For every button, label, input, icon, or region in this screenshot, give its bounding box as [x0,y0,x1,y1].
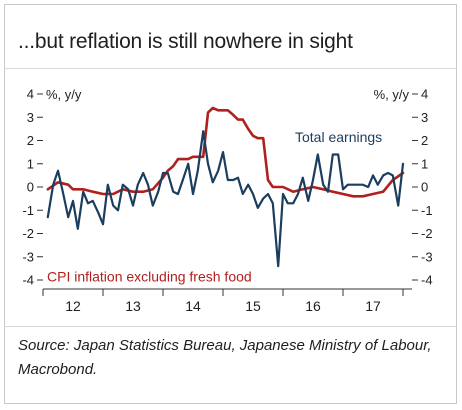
x-tick-label: 12 [65,298,81,314]
y-tick-label-right: 1 [421,156,428,171]
y-tick-label-right: -1 [421,203,433,218]
y-tick-label-left: -2 [22,226,34,241]
total-earnings-line [46,130,405,268]
x-tick-label: 13 [125,298,141,314]
y-tick-label-right: -4 [421,273,433,288]
y-tick-label-left: 0 [27,180,34,195]
source-divider [4,326,457,327]
labels-layer: Total earnings CPI inflation excluding fr… [47,129,382,284]
y-tick-label-left: 4 [27,87,34,102]
chart-axes: 4 4 3 3 2 2 1 1 0 0 -1 -1 -2 -2 -3 -3 -4 -4 %, y/y %, y/y 12… [22,87,432,315]
y-tick-label-right: 4 [421,87,428,102]
series-layer [46,106,405,268]
y-tick-label-right: 2 [421,133,428,148]
y-unit-label-left: %, y/y [46,87,82,102]
y-tick-label-left: 3 [27,110,34,125]
y-tick-label-right: -2 [421,226,433,241]
chart-area: 4 4 3 3 2 2 1 1 0 0 -1 -1 -2 -2 -3 -3 -4 -4 %, y/y %, y/y 12… [4,70,457,324]
chart-card [4,4,457,404]
y-tick-label-left: -4 [22,273,34,288]
y-tick-label-right: 3 [421,110,428,125]
title-divider [4,68,457,69]
y-tick-label-right: 0 [421,180,428,195]
y-tick-label-right: -3 [421,249,433,264]
total-earnings-label: Total earnings [295,129,382,145]
line-chart: 4 4 3 3 2 2 1 1 0 0 -1 -1 -2 -2 -3 -3 -4 -4 %, y/y %, y/y 12… [22,87,432,315]
y-tick-label-left: 2 [27,133,34,148]
y-unit-label-right: %, y/y [374,87,410,102]
chart-title: ...but reflation is still nowhere in sig… [18,30,353,53]
y-tick-label-left: -1 [22,203,34,218]
cpi-inflation-line [46,106,405,198]
y-tick-label-left: -3 [22,249,34,264]
x-tick-label: 15 [245,298,261,314]
x-tick-label: 17 [365,298,381,314]
source-note: Source: Japan Statistics Bureau, Japanes… [18,337,432,378]
x-tick-label: 14 [185,298,201,314]
x-tick-label: 16 [305,298,321,314]
cpi-inflation-label: CPI inflation excluding fresh food [47,269,252,285]
y-tick-label-left: 1 [27,156,34,171]
